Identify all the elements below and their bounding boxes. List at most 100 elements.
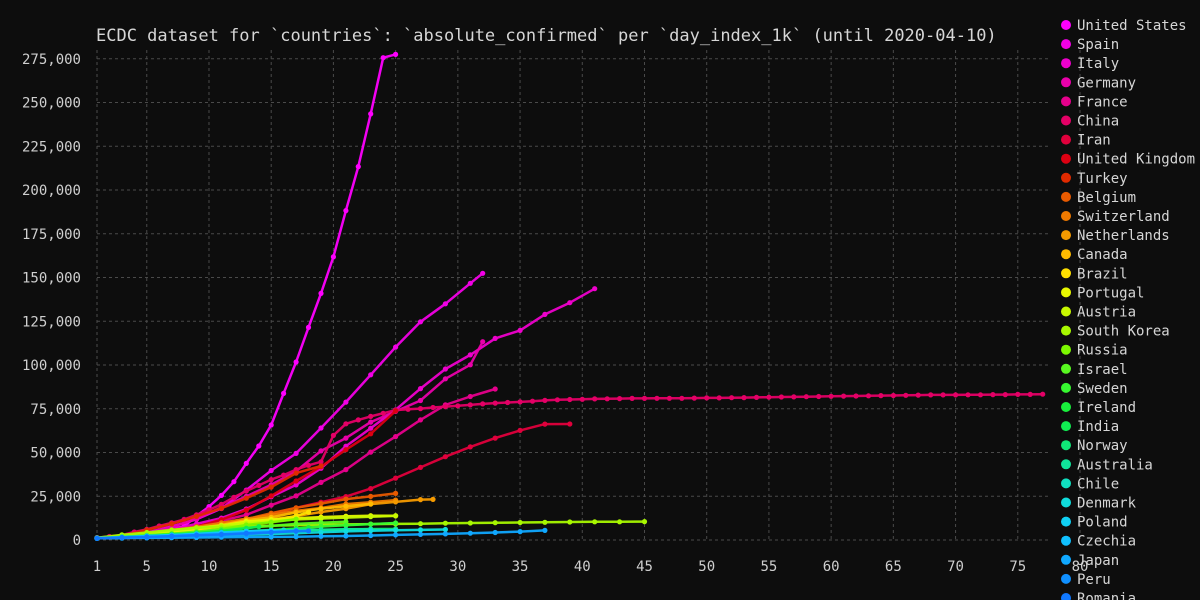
legend-marker-icon [1061,249,1071,260]
data-point [393,490,399,496]
data-point [318,448,324,454]
series-china [94,391,1046,541]
data-point [256,482,262,488]
data-point [368,372,374,378]
x-tick-label: 10 [201,559,218,575]
legend-marker-icon [1061,58,1071,69]
data-point [368,419,374,425]
data-point [343,399,349,405]
legend-entry[interactable]: Austria [1061,305,1136,321]
data-point [517,529,523,535]
data-point [828,393,834,399]
legend-entry[interactable]: United States [1061,18,1187,34]
data-point [542,311,548,317]
data-point [268,467,274,474]
legend-entry[interactable]: Canada [1061,247,1128,263]
legend-label: Peru [1077,572,1111,588]
data-point [417,386,424,392]
y-tick-label: 175,000 [22,227,81,243]
data-point [393,532,399,538]
legend-entry[interactable]: China [1061,114,1119,130]
legend-entry[interactable]: Norway [1061,438,1128,454]
data-point [492,520,498,526]
y-tick-label: 225,000 [22,139,81,155]
data-point [965,392,971,398]
legend-entry[interactable]: Sweden [1061,381,1128,397]
legend-entry[interactable]: Russia [1061,343,1128,359]
legend-marker-icon [1061,363,1071,374]
data-point [617,396,623,402]
data-point [393,513,399,519]
data-point [318,506,324,512]
data-point [841,393,847,399]
data-point [492,435,498,441]
legend-entry[interactable]: South Korea [1061,324,1170,340]
data-point [318,290,324,296]
legend-entry[interactable]: Denmark [1061,496,1137,512]
legend-entry[interactable]: Switzerland [1061,209,1170,225]
data-point [268,493,274,499]
legend-label: United Kingdom [1077,152,1195,168]
data-point [343,447,349,453]
legend-entry[interactable]: Turkey [1061,171,1128,187]
data-point [318,463,324,469]
data-point [368,425,374,431]
data-point [343,435,349,441]
legend-label: Spain [1077,37,1119,53]
legend-entry[interactable]: Italy [1061,56,1119,72]
data-point [417,521,424,527]
legend-entry[interactable]: India [1061,419,1119,435]
data-point [1002,392,1008,398]
legend-entry[interactable]: Ireland [1061,400,1136,416]
data-point [343,421,349,427]
data-point [617,519,623,525]
x-tick-label: 45 [636,559,653,575]
data-point [417,406,424,412]
legend-entry[interactable]: Peru [1061,572,1111,588]
data-point [393,344,399,350]
legend-label: Sweden [1077,381,1128,397]
legend-entry[interactable]: Portugal [1061,285,1144,301]
data-point [417,464,424,470]
legend-entry[interactable]: Czechia [1061,534,1136,550]
data-point [417,417,424,423]
data-point [492,529,498,536]
data-point [393,520,399,526]
legend-entry[interactable]: Brazil [1061,266,1128,282]
legend-entry[interactable]: Chile [1061,476,1119,492]
data-point [517,327,523,333]
legend-entry[interactable]: Iran [1061,133,1111,149]
data-point [928,392,934,398]
data-point [791,394,797,400]
data-point [679,395,685,401]
data-point [343,528,349,535]
data-point [716,395,722,401]
data-point [393,499,399,505]
x-tick-label: 70 [947,559,964,575]
legend-entry[interactable]: Poland [1061,515,1128,531]
legend-entry[interactable]: Germany [1061,75,1136,91]
legend-entry[interactable]: Spain [1061,37,1119,53]
legend-entry[interactable]: France [1061,94,1128,110]
legend-label: China [1077,114,1119,130]
data-point [654,395,660,401]
data-point [293,521,299,527]
legend-marker-icon [1061,211,1071,221]
y-tick-label: 200,000 [22,183,81,199]
data-point [293,359,299,365]
legend-entry[interactable]: Netherlands [1061,228,1170,244]
legend-entry[interactable]: Israel [1061,362,1128,378]
legend-entry[interactable]: Japan [1061,553,1119,569]
legend-entry[interactable]: Belgium [1061,190,1136,206]
legend-label: Czechia [1077,534,1136,550]
data-point [268,502,274,508]
legend-label: Japan [1077,553,1119,569]
y-axis: 0 25,000 50,000 75,000 100,000 125,000 150,000… [22,52,81,549]
data-point [542,397,548,403]
legend-entry[interactable]: United Kingdom [1061,152,1195,168]
data-point [467,444,473,450]
data-point [915,392,921,398]
legend-entry[interactable]: Australia [1061,457,1153,473]
x-tick-label: 20 [325,559,342,575]
legend-entry[interactable]: Romania [1061,591,1136,600]
